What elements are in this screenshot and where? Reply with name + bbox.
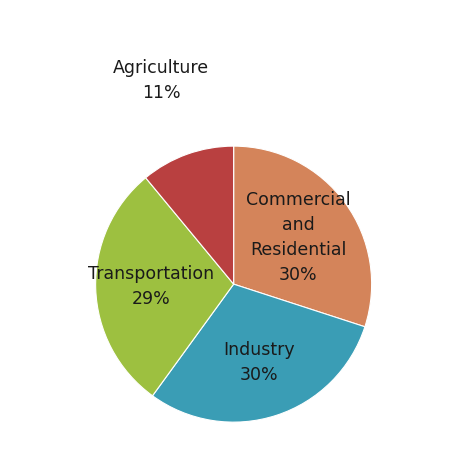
Text: Transportation
29%: Transportation 29%	[88, 265, 214, 308]
Text: Commercial
and
Residential
30%: Commercial and Residential 30%	[246, 191, 351, 283]
Text: Industry
30%: Industry 30%	[223, 341, 295, 384]
Wedge shape	[96, 178, 234, 396]
Wedge shape	[234, 146, 372, 327]
Text: Agriculture
11%: Agriculture 11%	[113, 59, 210, 102]
Wedge shape	[146, 146, 234, 284]
Wedge shape	[153, 284, 365, 422]
